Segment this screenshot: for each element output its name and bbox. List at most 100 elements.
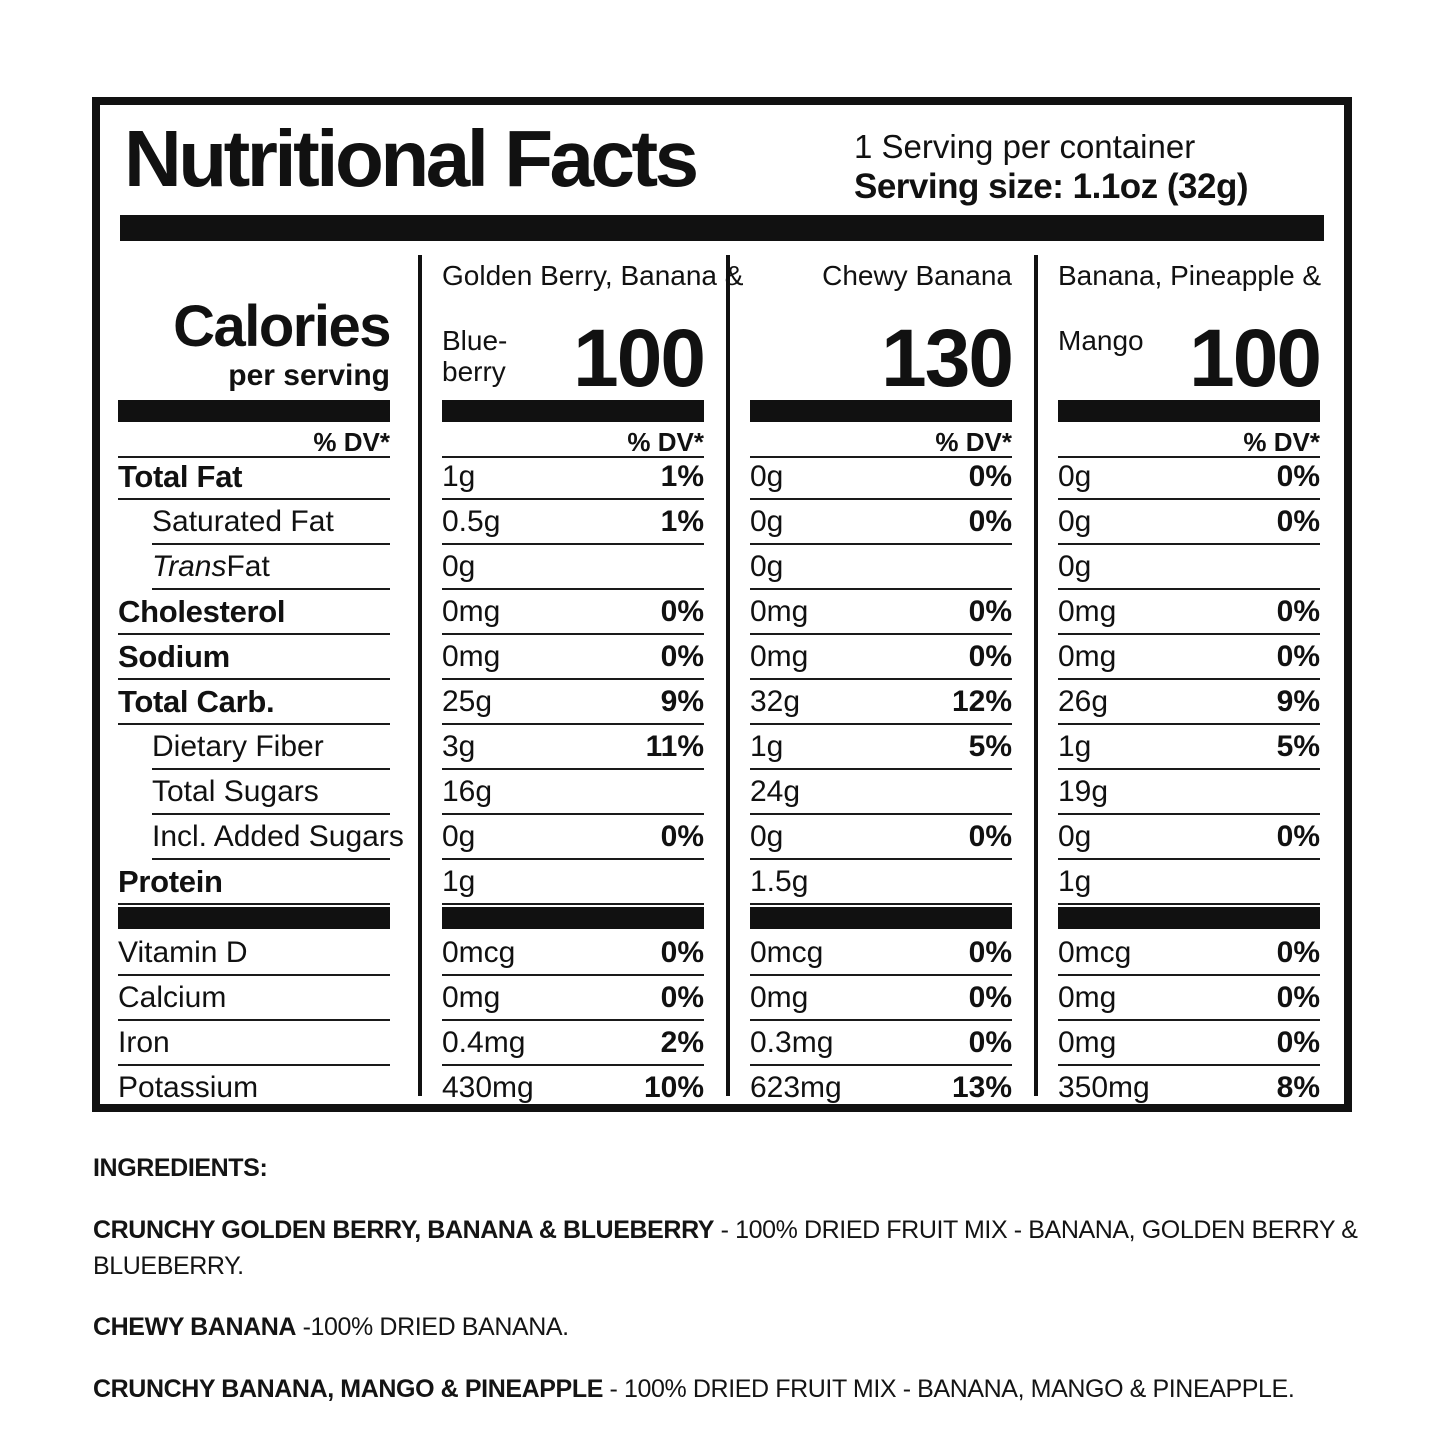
hairline [1058,632,1320,635]
daily-value-percent: 0% [660,981,704,1015]
value-cell-col3-potassium: 350mg 8% [1036,1066,1344,1111]
hairline [152,767,390,770]
product-2-name-line1: Chewy Banana [822,259,1012,291]
daily-value-percent: 11% [645,730,704,764]
column-divider-2 [726,255,730,1096]
nutrient-label: Protein [118,864,223,900]
nutrient-label-cell-sodium: Sodium [100,635,420,680]
nutrient-label: Cholesterol [118,594,286,630]
nutrient-label-cell-protein: Protein [100,860,420,905]
value-cell-col3-iron: 0mg 0% [1036,1021,1344,1066]
amount-value: 0mcg [442,936,516,970]
daily-value-percent: 0% [968,595,1012,629]
ingredient-1-desc: - 100% DRIED FRUIT MIX - BANANA, GOLDEN … [93,1216,1358,1280]
hairline [442,812,704,815]
row-cholesterol: Cholesterol 0mg 0% 0mg 0% 0mg 0% [100,590,1344,635]
hairline [750,497,1012,500]
amount-value: 1g [750,730,784,764]
nutrient-label-cell-iron: Iron [100,1021,420,1066]
nutrient-label: Total Fat [118,459,243,495]
nutrient-label-cell-total-carb-: Total Carb. [100,680,420,725]
daily-value-percent: 0% [1276,936,1320,970]
black-bar [750,906,1012,929]
dv-header-text: % DV* [313,426,390,457]
amount-value: 0g [442,550,476,584]
black-bar [118,399,390,422]
daily-value-percent: 9% [1276,685,1320,719]
hairline [442,1018,704,1021]
value-cell-col3-sodium: 0mg 0% [1036,635,1344,680]
hairline [1058,1063,1320,1066]
amount-value: 0mg [442,595,501,629]
hairline [118,497,390,500]
value-cell-col2-trans-fat: 0g [728,545,1036,590]
serving-size: Serving size: 1.1oz (32g) [854,167,1249,207]
hairline [442,677,704,680]
nutrient-label-cell-calcium: Calcium [100,976,420,1021]
row-calcium: Calcium 0mg 0% 0mg 0% 0mg 0% [100,976,1344,1021]
value-cell-col1-calcium: 0mg 0% [420,976,728,1021]
product-1-calories-value: 100 [573,313,706,405]
amount-value: 0g [1058,505,1092,539]
hairline [442,767,704,770]
value-cell-col1-protein: 1g [420,860,728,905]
product-3-calories-row: Mango 100 [1058,318,1322,400]
row-protein: Protein 1g 1.5g 1g [100,860,1344,905]
hairline [118,677,390,680]
value-cell-col2-vitamin-d: 0mcg 0% [728,931,1036,976]
ingredient-3-desc: - 100% DRIED FRUIT MIX - BANANA, MANGO &… [602,1374,1295,1403]
separator-cell [100,905,420,931]
amount-value: 0g [1058,460,1092,494]
amount-value: 1.5g [750,865,809,899]
hairline [442,857,704,860]
nutrient-label: Potassium [118,1071,259,1105]
amount-value: 3g [442,730,476,764]
hairline [750,677,1012,680]
amount-value: 0mg [750,595,809,629]
amount-value: 0g [750,460,784,494]
row-total-fat: Total Fat 1g 1% 0g 0% 0g 0% [100,455,1344,500]
row-iron: Iron 0.4mg 2% 0.3mg 0% 0mg 0% [100,1021,1344,1066]
dv-header-labels: % DV* [100,425,420,458]
black-bar [442,906,704,929]
hairline [442,1063,704,1066]
nutrient-label: Incl. Added Sugars [152,820,404,854]
daily-value-percent: 1% [660,460,704,494]
product-2-calories-value: 130 [881,313,1014,405]
daily-value-header-row: % DV* % DV* % DV* % DV* [100,425,1344,458]
product-1-calories-row: Blue-berry 100 [442,313,706,405]
amount-value: 0.5g [442,505,501,539]
amount-value: 0mg [750,640,809,674]
value-cell-col2-total-carb-: 32g 12% [728,680,1036,725]
calories-label: Calories [173,293,391,359]
daily-value-percent: 10% [643,1071,704,1105]
value-cell-col2-calcium: 0mg 0% [728,976,1036,1021]
value-cell-col1-vitamin-d: 0mcg 0% [420,931,728,976]
value-cell-col1-potassium: 430mg 10% [420,1066,728,1111]
hairline [1058,722,1320,725]
serving-info: 1 Serving per container Serving size: 1.… [854,121,1322,207]
row-total-carb-: Total Carb. 25g 9% 32g 12% 26g 9% [100,680,1344,725]
macronutrient-rows: Total Fat 1g 1% 0g 0% 0g 0% Saturated Fat 0.5g 1%… [100,455,1344,905]
daily-value-percent: 0% [1276,505,1320,539]
hairline [750,902,1012,905]
daily-value-percent: 0% [968,640,1012,674]
dv-header-text: % DV* [627,426,704,457]
calories-bar-cell [1036,397,1344,425]
daily-value-percent: 1% [660,505,704,539]
hairline [118,632,390,635]
separator-row [100,905,1344,931]
nutrient-label: Saturated Fat [152,505,334,539]
nutrient-label: Fat [226,550,270,584]
daily-value-percent: 0% [660,595,704,629]
product-1-name-line1: Golden Berry, Banana & [442,259,744,291]
daily-value-percent: 0% [968,1026,1012,1060]
hairline [118,1018,390,1021]
black-bar [750,399,1012,422]
amount-value: 0mg [442,640,501,674]
daily-value-percent: 5% [968,730,1012,764]
dv-header-text: % DV* [1243,426,1320,457]
daily-value-percent: 0% [660,820,704,854]
daily-value-percent: 2% [660,1026,704,1060]
